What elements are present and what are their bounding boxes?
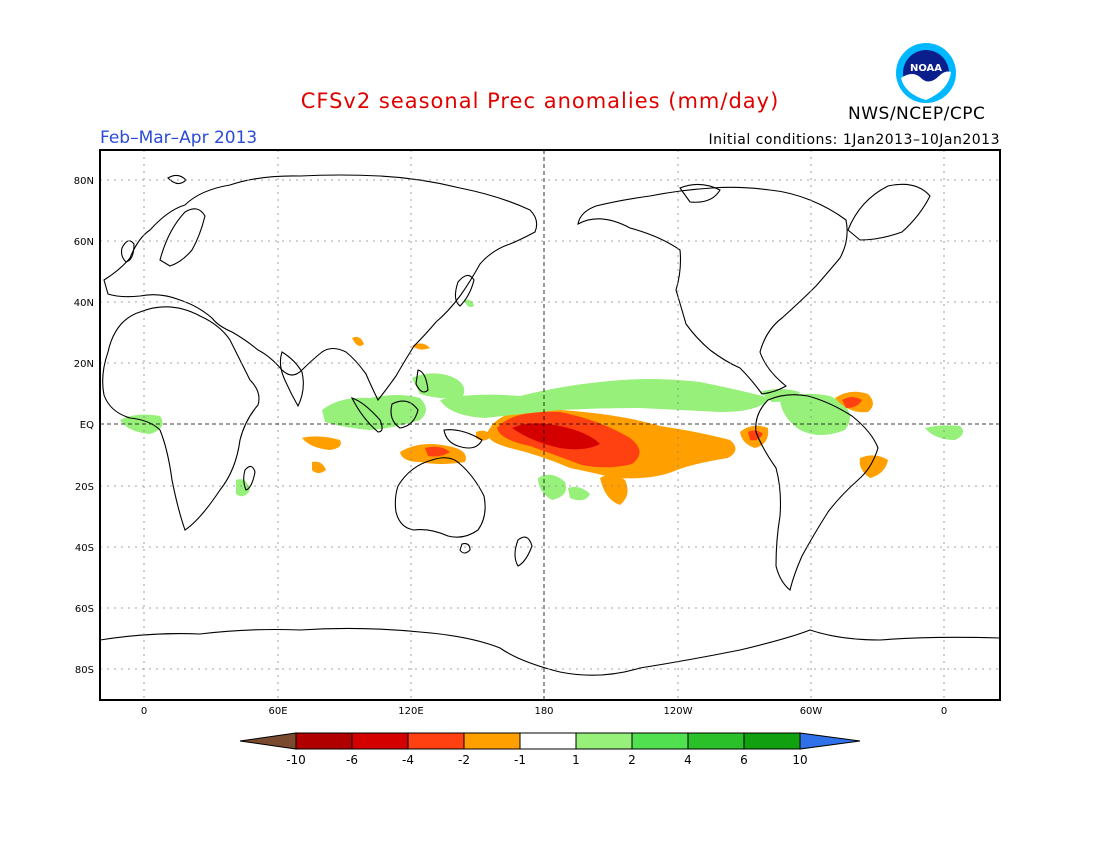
- japan-coast: [454, 274, 475, 307]
- indian-dry-anomaly-2: [312, 461, 326, 473]
- lon-label: 60W: [800, 706, 823, 717]
- madagascar-coast: [243, 465, 256, 491]
- british-isles-coast: [120, 240, 135, 263]
- new-guinea-coast: [443, 429, 483, 449]
- map-title: CFSv2 seasonal Prec anomalies (mm/day): [300, 89, 780, 113]
- lon-label: 0: [941, 706, 947, 717]
- amazon-wet-anomaly: [780, 393, 850, 435]
- lon-label: 60E: [268, 706, 287, 717]
- tasmania-coast: [459, 543, 471, 554]
- south-america-coast: [755, 394, 879, 591]
- borneo-coast: [390, 400, 419, 429]
- philippines-coast: [415, 369, 429, 393]
- pacific-dry-anomaly-darkred: [512, 423, 600, 450]
- greenland-coast: [847, 183, 931, 241]
- southeast-asia-dry-anomaly: [352, 336, 364, 346]
- bay-dry-anomaly: [412, 343, 430, 350]
- atlantic-wet-anomaly: [925, 425, 964, 440]
- lon-label: 0: [141, 706, 147, 717]
- india-coast: [279, 351, 304, 408]
- eurasia-coast: [103, 174, 538, 402]
- south-pacific-wet-anomaly-2: [568, 486, 590, 501]
- latitude-labels: 80N 60N 40N 20N EQ 20S 40S 60S 80S: [74, 176, 94, 676]
- lat-label: 40S: [75, 543, 94, 554]
- lat-label: 80S: [75, 665, 94, 676]
- lon-label: 120E: [398, 706, 423, 717]
- initial-conditions-label: Initial conditions: 1Jan2013–10Jan2013: [708, 132, 1000, 148]
- agency-label: NWS/NCEP/CPC: [848, 104, 986, 124]
- season-label: Feb–Mar–Apr 2013: [100, 128, 258, 148]
- africa-coast: [102, 306, 260, 531]
- scandinavia-coast: [159, 208, 206, 267]
- itcz-wet-anomaly: [440, 379, 770, 418]
- africa-wet-anomaly: [120, 414, 163, 434]
- australia-north-dry-anomaly-red: [425, 446, 450, 457]
- pacific-west-dry-anomaly: [476, 430, 492, 441]
- lat-label: 60N: [74, 237, 94, 248]
- logo-text: NOAA: [910, 63, 942, 74]
- new-zealand-coast: [514, 536, 533, 567]
- lon-label: 180: [534, 706, 553, 717]
- anomaly-layer: [120, 299, 964, 505]
- longitude-labels: 0 60E 120E 180 120W 60W 0: [141, 706, 947, 717]
- lat-label: EQ: [80, 420, 94, 431]
- lat-label: 20S: [75, 482, 94, 493]
- lat-label: 60S: [75, 604, 94, 615]
- north-america-coast: [577, 186, 848, 395]
- japan-wet-anomaly: [464, 299, 474, 308]
- brazil-dry-anomaly: [859, 455, 888, 478]
- lat-label: 80N: [74, 176, 94, 187]
- map-frame: [99, 149, 1001, 701]
- atlantic-dry-anomaly-red: [842, 397, 862, 408]
- equator-dateline: [100, 150, 1000, 700]
- indian-dry-anomaly: [302, 436, 341, 450]
- southpacific-dry-anomaly-orange: [600, 474, 628, 505]
- philippine-wet-anomaly: [412, 373, 465, 399]
- coastlines: [100, 174, 1000, 676]
- lon-label: 120W: [664, 706, 693, 717]
- lat-label: 20N: [74, 359, 94, 370]
- east-africa-wet-anomaly: [236, 479, 250, 497]
- eastpacific-dry-anomaly-red: [748, 430, 763, 441]
- lat-label: 40N: [74, 298, 94, 309]
- noaa-logo: NOAA: [896, 43, 956, 103]
- sumatra-coast: [350, 397, 383, 433]
- arctic-canada-coast: [679, 183, 721, 203]
- indian-ocean-wet-anomaly: [322, 395, 426, 430]
- antarctica-coast: [100, 627, 1000, 676]
- south-pacific-wet-anomaly: [538, 474, 567, 500]
- svalbard-coast: [167, 174, 187, 185]
- australia-coast: [394, 457, 486, 538]
- graticule: [100, 150, 1000, 700]
